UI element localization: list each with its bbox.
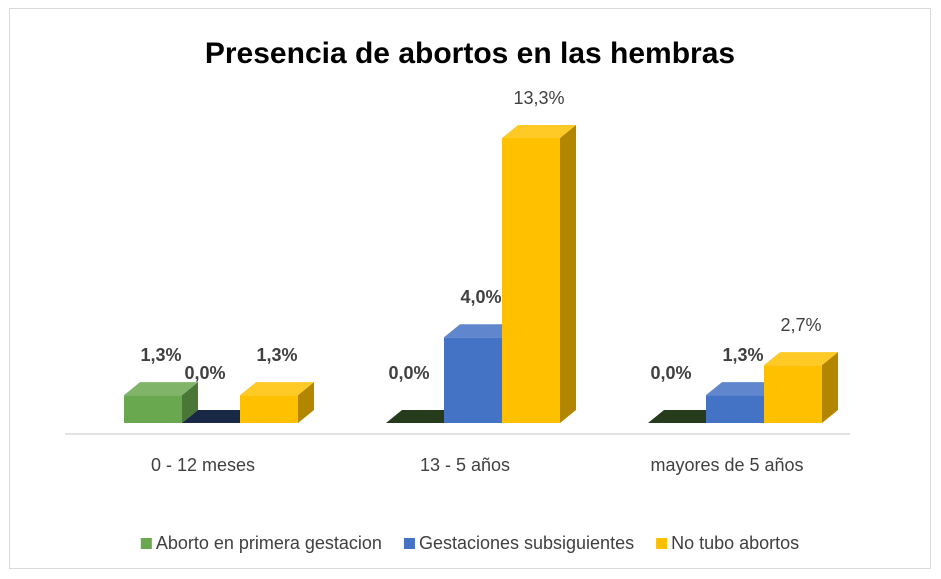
value-label: 1,3% [140,345,181,365]
bar-top [240,382,314,396]
legend-swatch [403,538,415,549]
x-tick-label: mayores de 5 años [650,455,803,475]
value-label: 1,3% [256,345,297,365]
legend-label: Gestaciones subsiguientes [419,533,634,553]
bar-top [764,352,838,366]
value-label: 0,0% [388,363,429,383]
bar-top [502,125,576,138]
bar-top [648,410,722,423]
chart-border [9,8,931,569]
x-tick-label: 0 - 12 meses [151,455,255,475]
chart-title: Presencia de abortos en las hembras [205,37,735,70]
value-label: 2,7% [780,315,821,335]
bar-front [444,337,502,423]
bar-top [182,410,256,423]
bar-top [386,410,460,423]
x-tick-label: 13 - 5 años [420,455,510,475]
bar-front [706,395,764,423]
legend-label: No tubo abortos [671,533,799,553]
bar-front [240,395,298,423]
value-label: 4,0% [460,287,501,307]
value-label: 0,0% [184,363,225,383]
bar-front [764,365,822,423]
value-label: 1,3% [722,345,763,365]
bar-side [298,382,314,423]
value-label: 0,0% [650,363,691,383]
legend-swatch [140,538,152,549]
bar-front [502,138,560,423]
bar-top [706,382,780,396]
bar-front [124,395,182,423]
legend-swatch [656,538,668,549]
legend-label: Aborto en primera gestacion [156,533,382,553]
bar-top [124,382,198,396]
bar-side [182,382,198,423]
legend-item: Aborto en primera gestacion [140,533,382,553]
legend-item: No tubo abortos [656,533,799,553]
bar-side [822,352,838,423]
bar-top [444,324,518,338]
bar-side [560,125,576,423]
value-label: 13,3% [513,88,564,108]
legend-item: Gestaciones subsiguientes [403,533,634,553]
